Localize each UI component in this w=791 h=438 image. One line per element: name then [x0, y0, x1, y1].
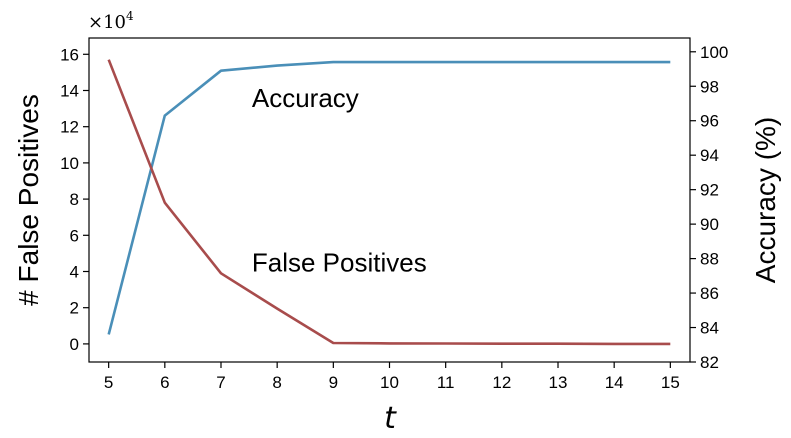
x-tick-label: 15 [661, 373, 680, 392]
false-positives-annotation: False Positives [252, 247, 427, 277]
left-tick-label: 12 [60, 118, 79, 137]
x-tick-label: 10 [380, 373, 399, 392]
x-tick-label: 14 [605, 373, 624, 392]
right-tick-label: 94 [700, 146, 719, 165]
x-tick-label: 11 [437, 373, 455, 392]
right-tick-label: 82 [700, 353, 719, 372]
x-tick-label: 8 [272, 373, 281, 392]
multiplier-exponent: 4 [126, 9, 134, 23]
left-tick-label: 8 [70, 190, 79, 209]
x-tick-label: 5 [104, 373, 113, 392]
x-axis: 5 6 7 8 9 10 11 12 13 14 15 [104, 362, 680, 392]
right-tick-label: 98 [700, 77, 719, 96]
x-tick-label: 9 [329, 373, 338, 392]
right-tick-label: 100 [700, 43, 728, 62]
x-tick-label: 12 [492, 373, 511, 392]
right-tick-label: 92 [700, 181, 719, 200]
false-positives-line [107, 59, 671, 346]
left-tick-label: 0 [70, 335, 79, 354]
left-axis-multiplier: ×104 [88, 9, 134, 33]
x-tick-label: 7 [216, 373, 225, 392]
multiplier-base: ×10 [88, 12, 126, 33]
left-tick-label: 6 [70, 226, 79, 245]
plot-frame [88, 37, 691, 363]
left-tick-label: 2 [70, 299, 79, 318]
right-tick-label: 88 [700, 250, 719, 269]
x-tick-label: 13 [549, 373, 568, 392]
right-tick-label: 86 [700, 284, 719, 303]
right-tick-label: 84 [700, 319, 719, 338]
left-tick-label: 14 [60, 81, 79, 100]
left-axis: 0 2 4 6 8 10 12 14 16 [60, 45, 89, 354]
plot-series [107, 59, 671, 346]
accuracy-line [107, 60, 671, 335]
x-axis-title: t [384, 401, 397, 436]
right-axis: 82 84 86 88 90 92 94 96 98 100 [690, 43, 728, 372]
right-tick-label: 96 [700, 112, 719, 131]
accuracy-annotation: Accuracy [252, 83, 359, 113]
left-axis-title: # False Positives [13, 94, 44, 306]
right-axis-title: Accuracy (%) [750, 117, 781, 283]
left-tick-label: 4 [70, 262, 79, 281]
right-tick-label: 90 [700, 215, 719, 234]
annotations: Accuracy False Positives [252, 83, 427, 278]
left-tick-label: 16 [60, 45, 79, 64]
left-tick-label: 10 [60, 154, 79, 173]
x-tick-label: 6 [160, 373, 169, 392]
